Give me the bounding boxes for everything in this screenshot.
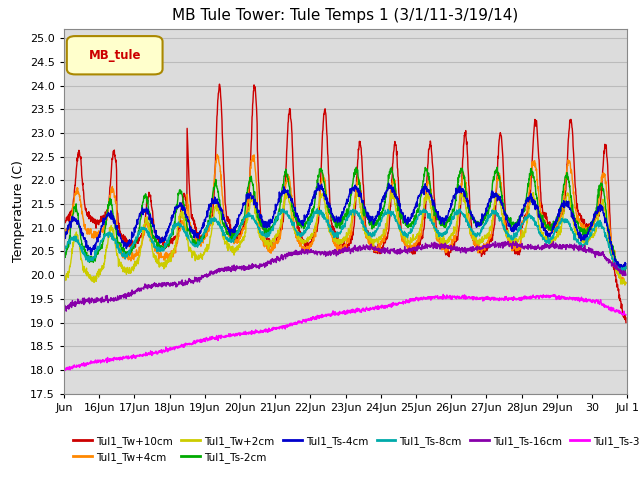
Text: MB_tule: MB_tule [88,48,141,61]
Line: Tul1_Tw+2cm: Tul1_Tw+2cm [64,191,626,285]
Line: Tul1_Ts-4cm: Tul1_Ts-4cm [64,183,626,270]
Line: Tul1_Tw+10cm: Tul1_Tw+10cm [64,84,626,323]
Line: Tul1_Ts-8cm: Tul1_Ts-8cm [64,209,626,274]
Title: MB Tule Tower: Tule Temps 1 (3/1/11-3/19/14): MB Tule Tower: Tule Temps 1 (3/1/11-3/19… [172,9,519,24]
Line: Tul1_Ts-16cm: Tul1_Ts-16cm [64,241,626,311]
Y-axis label: Temperature (C): Temperature (C) [12,160,24,262]
Line: Tul1_Ts-32cm: Tul1_Ts-32cm [64,294,626,372]
FancyBboxPatch shape [67,36,163,74]
Legend: Tul1_Tw+10cm, Tul1_Tw+4cm, Tul1_Tw+2cm, Tul1_Ts-2cm, Tul1_Ts-4cm, Tul1_Ts-8cm, T: Tul1_Tw+10cm, Tul1_Tw+4cm, Tul1_Tw+2cm, … [69,432,640,467]
Line: Tul1_Ts-2cm: Tul1_Ts-2cm [64,167,626,273]
Line: Tul1_Tw+4cm: Tul1_Tw+4cm [64,155,626,285]
